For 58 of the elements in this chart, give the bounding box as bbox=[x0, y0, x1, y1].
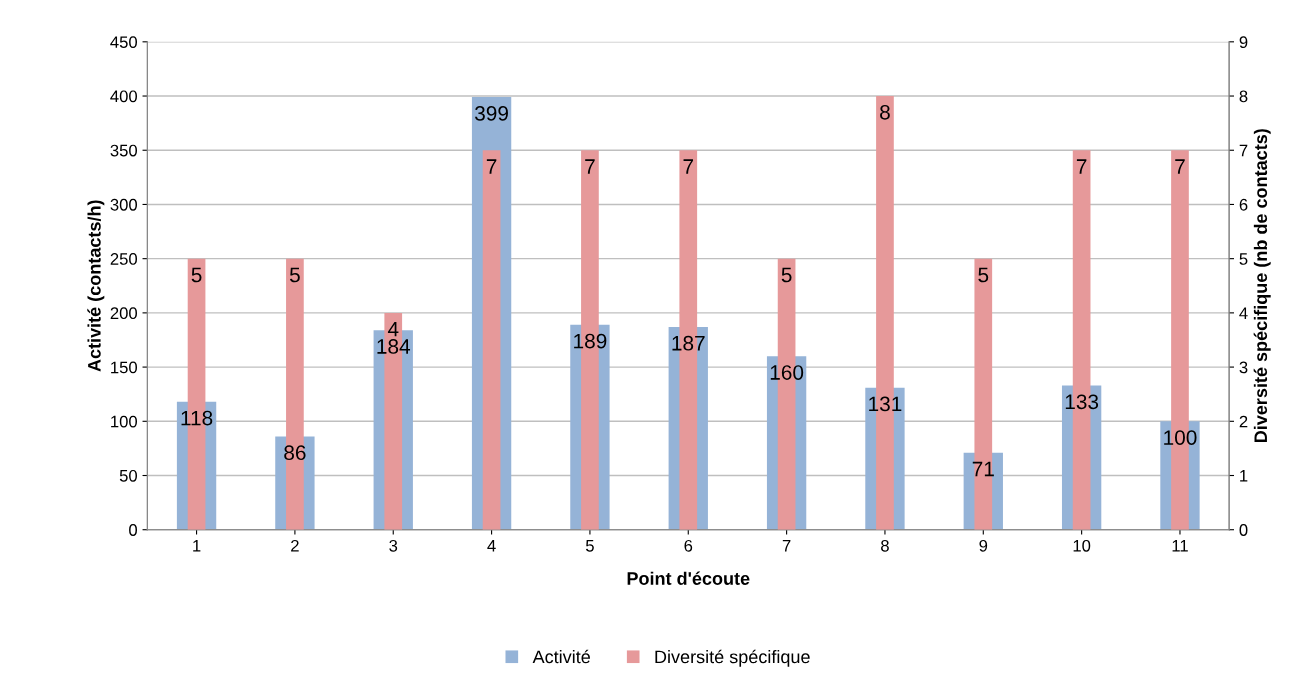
data-label: 8 bbox=[880, 104, 890, 120]
data-label: 100 bbox=[1164, 430, 1197, 445]
x-tick-label: 6 bbox=[684, 539, 693, 552]
y2-tick-label: 1 bbox=[1240, 470, 1248, 482]
y-tick-label: 250 bbox=[110, 253, 138, 265]
x-tick-label: 1 bbox=[193, 540, 201, 552]
data-label: 5 bbox=[289, 267, 300, 283]
data-label: 7 bbox=[1076, 159, 1087, 174]
y-tick-label: 450 bbox=[110, 36, 138, 49]
y-tick-label: 300 bbox=[110, 198, 138, 211]
data-label: 7 bbox=[585, 159, 595, 174]
data-label: 5 bbox=[781, 267, 792, 283]
data-label: 118 bbox=[181, 410, 213, 426]
y2-tick-label: 0 bbox=[1239, 524, 1248, 536]
x-axis-title: Point d'écoute bbox=[627, 571, 750, 585]
y2-tick-label: 9 bbox=[1239, 36, 1248, 49]
data-label: 131 bbox=[869, 396, 902, 412]
data-label: 86 bbox=[284, 445, 306, 461]
legend-label: Diversité spécifique bbox=[655, 649, 810, 667]
x-tick-label: 5 bbox=[585, 540, 594, 552]
y2-tick-label: 2 bbox=[1239, 415, 1248, 428]
data-label: 160 bbox=[770, 365, 804, 380]
y2-tick-label: 3 bbox=[1239, 361, 1248, 374]
y-tick-label: 200 bbox=[110, 307, 138, 320]
legend-label: Activité bbox=[532, 649, 590, 664]
x-tick-label: 2 bbox=[291, 539, 299, 552]
y2-tick-label: 5 bbox=[1239, 253, 1248, 265]
y-tick-label: 400 bbox=[110, 90, 138, 103]
data-label: 399 bbox=[475, 106, 508, 121]
data-label: 5 bbox=[978, 267, 989, 283]
y-tick-label: 100 bbox=[111, 415, 138, 428]
y2-tick-label: 8 bbox=[1239, 90, 1248, 103]
y2-tick-label: 7 bbox=[1239, 144, 1248, 157]
data-label: 133 bbox=[1065, 394, 1099, 410]
data-label: 7 bbox=[683, 159, 694, 174]
y-tick-label: 150 bbox=[111, 361, 138, 374]
data-label: 184 bbox=[377, 339, 411, 354]
x-tick-label: 8 bbox=[881, 539, 889, 552]
data-label: 189 bbox=[574, 333, 607, 349]
data-label: 7 bbox=[1175, 159, 1185, 174]
data-label: 5 bbox=[191, 267, 202, 283]
y-tick-label: 350 bbox=[110, 144, 138, 157]
data-label: 71 bbox=[972, 461, 994, 477]
y-tick-label: 0 bbox=[129, 524, 138, 536]
y-axis-title: Activité (contacts/h) bbox=[87, 200, 105, 372]
data-label: 187 bbox=[672, 335, 705, 351]
y2-tick-label: 4 bbox=[1239, 307, 1248, 319]
x-tick-label: 10 bbox=[1073, 539, 1091, 552]
x-tick-label: 7 bbox=[782, 540, 791, 552]
y-tick-label: 50 bbox=[119, 469, 138, 482]
x-tick-label: 3 bbox=[389, 539, 398, 552]
data-label: 7 bbox=[486, 159, 497, 174]
y2-axis-title: Diversité spécifique (nb de contacts) bbox=[1253, 129, 1271, 443]
x-tick-label: 4 bbox=[487, 540, 496, 552]
data-label: 4 bbox=[387, 321, 399, 337]
x-tick-label: 11 bbox=[1172, 540, 1188, 552]
x-tick-label: 9 bbox=[979, 539, 988, 552]
y2-tick-label: 6 bbox=[1239, 198, 1248, 211]
